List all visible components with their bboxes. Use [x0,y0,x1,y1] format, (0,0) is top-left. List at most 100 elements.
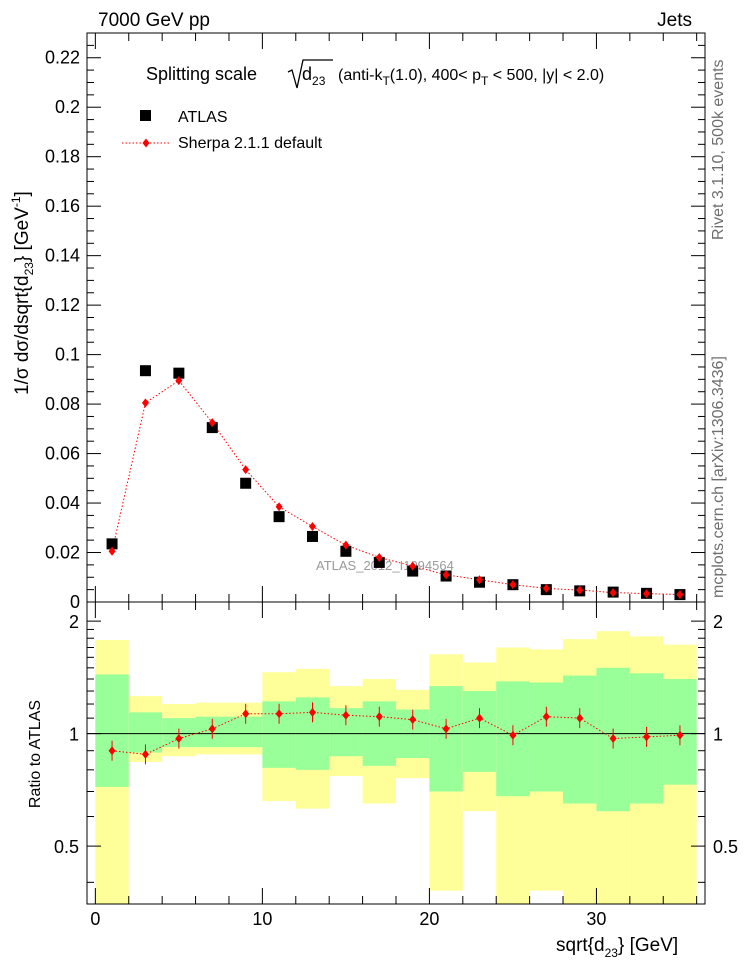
main-y-tick-label: 0.2 [55,97,80,117]
title-prefix: Splitting scale [146,64,257,84]
ratio-sherpa-point [108,746,116,756]
main-y-tick-label: 0.04 [45,493,80,513]
title-cuts: (anti-kT(1.0), 400< pT < 500, |y| < 2.0) [338,67,604,88]
main-y-tick-label: 0.14 [45,246,80,266]
sherpa-point [242,465,250,475]
x-tick-label: 20 [419,909,439,929]
rivet-label: Rivet 3.1.10, 500k events [710,59,727,240]
atlas-point [273,511,285,523]
ratio-y-tick-label: 0.5 [54,837,79,857]
sherpa-point [375,552,383,562]
ratio-sherpa-point [175,734,183,744]
sherpa-point [576,585,584,595]
ratio-sherpa-point [308,707,316,717]
ratio-sherpa-point [141,749,149,759]
ratio-sherpa-point [542,712,550,722]
main-y-tick-label: 0.12 [45,295,80,315]
ratio-y-tick-label: 1 [69,725,79,745]
sherpa-point [609,588,617,598]
watermark: ATLAS_2012_I1094564 [316,558,454,573]
ratio-y-tick-label-right: 1 [713,725,723,745]
sqrt-symbol [287,59,333,89]
atlas-point [407,565,419,577]
ratio-stat-uncertainty-band [95,674,129,787]
ratio-stat-uncertainty-band [563,675,597,804]
x-axis-title: sqrt{d23} [GeV] [556,935,678,960]
ratio-sherpa-point [242,709,250,719]
x-tick-label: 0 [90,909,100,929]
atlas-point [173,367,185,379]
main-y-tick-label: 0 [70,592,80,612]
ratio-sherpa-line [111,711,680,755]
sherpa-point [509,580,517,590]
ratio-sherpa-point [442,724,450,734]
sherpa-point [643,589,651,599]
main-y-tick-label: 0.16 [45,196,80,216]
ratio-plot-frame [86,601,706,905]
atlas-point [373,556,385,568]
ratio-sherpa-point [643,732,651,742]
main-y-axis-title: 1/σ dσ/dsqrt{d23} [GeV-1] [9,191,36,395]
ratio-y-tick-label-right: 0.5 [713,837,738,857]
sherpa-point [275,502,283,512]
header-left: 7000 GeV pp [98,10,210,31]
title-d: d23 [302,64,326,88]
atlas-point [306,530,318,542]
sherpa-point [542,583,550,593]
ratio-plot-panel: 0.5 0.51 12 20 10 20 30 Ratio to ATLAS sqrt{d2… [27,601,738,960]
sherpa-point [442,570,450,580]
sherpa-point [342,540,350,550]
ratio-sherpa-point [476,713,484,723]
ratio-series [108,702,684,765]
legend-atlas-label: ATLAS [178,109,228,126]
main-y-tick-label: 0.08 [45,394,80,414]
ratio-uncertainty-bands [95,631,697,904]
ratio-sherpa-point [275,709,283,719]
legend-atlas-marker [140,110,151,121]
sherpa-point [208,418,216,428]
main-y-tick-label: 0.1 [55,345,80,365]
main-axis-ticks: 0 0.02 0.04 0.06 0.08 0.1 0.12 0.14 0.16 0.18 0.2 0… [45,33,705,612]
sherpa-point [476,575,484,585]
x-tick-label: 30 [586,909,606,929]
legend-sherpa-marker [142,138,150,148]
ratio-stat-uncertainty-band [529,682,564,792]
main-plot-panel: 0 0.02 0.04 0.06 0.08 0.1 0.12 0.14 0.16 0.18 0.2 0… [9,32,706,612]
ratio-sherpa-point [208,724,216,734]
sherpa-point [308,522,316,532]
atlas-point [240,477,252,489]
ratio-y-tick-label: 2 [69,612,79,632]
main-y-tick-label: 0.22 [45,48,80,68]
ratio-sherpa-point [509,730,517,740]
atlas-point [106,538,118,550]
sherpa-point [141,398,149,408]
ratio-sherpa-point [676,730,684,740]
sherpa-line [111,379,680,596]
atlas-point [340,545,352,557]
sherpa-point [108,546,116,556]
sherpa-point [409,561,417,571]
ratio-sherpa-point [409,715,417,725]
header-right: Jets [657,10,692,31]
x-tick-label: 10 [252,909,272,929]
legend-sherpa-label: Sherpa 2.1.1 default [178,135,323,152]
main-series [106,365,686,601]
ratio-y-tick-label-right: 2 [713,612,723,632]
ratio-y-axis-title: Ratio to ATLAS [27,700,44,808]
ratio-sherpa-point [609,734,617,744]
ratio-sherpa-point [375,712,383,722]
mcplots-label: mcplots.cern.ch [arXiv:1306.3436] [710,356,727,598]
atlas-point [206,422,218,434]
main-y-tick-label: 0.02 [45,543,80,563]
main-y-tick-label: 0.18 [45,147,80,167]
sherpa-point [676,590,684,600]
ratio-sherpa-point [576,713,584,723]
ratio-sherpa-point [342,710,350,720]
ratio-stat-uncertainty-band [462,691,497,772]
plot-title: Splitting scale d23 (anti-kT(1.0), 400< … [146,59,604,89]
ratio-axis-ticks: 0.5 0.51 12 20 10 20 30 [54,602,738,929]
legend: ATLAS Sherpa 2.1.1 default [122,109,323,152]
sherpa-point [175,376,183,386]
main-y-tick-label: 0.06 [45,444,80,464]
